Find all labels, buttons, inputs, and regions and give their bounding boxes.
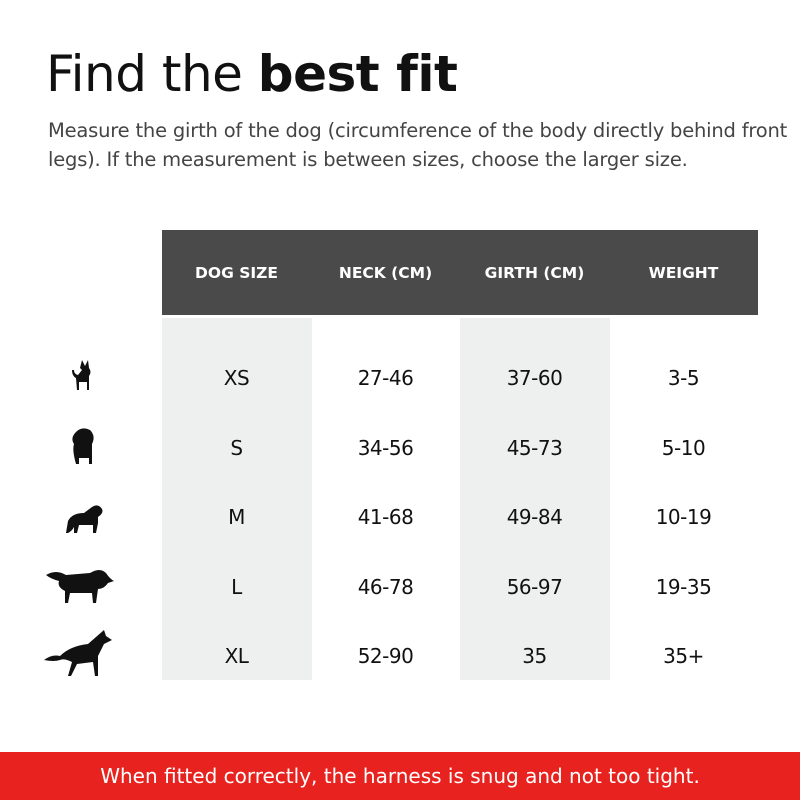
footer-banner: When fitted correctly, the harness is sn… [0, 752, 800, 800]
cell-weight: 3-5 [667, 366, 700, 390]
retriever-silhouette-icon [40, 557, 140, 617]
header-girth: GIRTH (CM) [484, 263, 585, 282]
cell-girth: 49-84 [506, 505, 563, 529]
cell-girth: 56-97 [506, 574, 563, 599]
cell-size: XS [223, 366, 250, 390]
shih-tzu-silhouette-icon [40, 418, 140, 478]
footer-text: When fitted correctly, the harness is sn… [100, 764, 700, 788]
cell-neck: 34-56 [357, 435, 414, 460]
header-neck: NECK (CM) [338, 263, 433, 282]
page-title: Find the best fit [46, 44, 458, 104]
table-row: XS 27-46 37-60 3-5 [0, 348, 800, 408]
cell-neck: 27-46 [357, 366, 414, 390]
header-weight: WEIGHT [648, 263, 719, 282]
spaniel-silhouette-icon [40, 487, 140, 547]
cell-neck: 46-78 [357, 574, 414, 599]
cell-weight: 10-19 [655, 505, 712, 529]
title-regular: Find the [46, 45, 258, 103]
subtitle: Measure the girth of the dog (circumfere… [48, 119, 788, 171]
column-shade-girth [460, 318, 610, 680]
cell-weight: 35+ [663, 644, 704, 668]
cell-size: L [231, 574, 242, 599]
cell-girth: 37-60 [506, 366, 563, 390]
table-row: S 34-56 45-73 5-10 [0, 418, 800, 478]
header-dog-size: DOG SIZE [195, 263, 278, 282]
cell-girth: 35 [522, 644, 547, 668]
yorkie-silhouette-icon [40, 348, 140, 408]
cell-size: M [228, 505, 245, 529]
shepherd-silhouette-icon [40, 626, 140, 686]
column-shade-size [162, 318, 312, 680]
table-row: L 46-78 56-97 19-35 [0, 557, 800, 617]
cell-weight: 5-10 [661, 435, 706, 460]
title-bold: best fit [257, 45, 458, 103]
table-row: M 41-68 49-84 10-19 [0, 487, 800, 547]
cell-girth: 45-73 [506, 435, 563, 460]
cell-neck: 52-90 [357, 644, 414, 668]
table-header: DOG SIZE NECK (CM) GIRTH (CM) WEIGHT [162, 230, 758, 315]
cell-size: S [230, 435, 243, 460]
table-row: XL 52-90 35 35+ [0, 626, 800, 686]
cell-neck: 41-68 [357, 505, 414, 529]
cell-weight: 19-35 [655, 574, 712, 599]
cell-size: XL [224, 644, 249, 668]
